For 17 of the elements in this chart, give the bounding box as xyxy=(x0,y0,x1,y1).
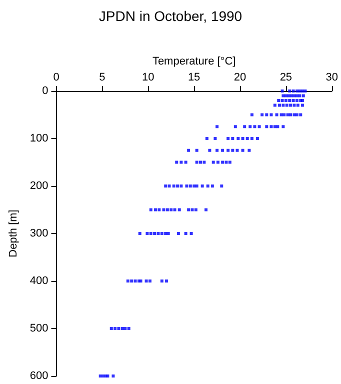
chart-title: JPDN in October, 1990 xyxy=(98,8,242,24)
x-tick-label: 30 xyxy=(326,72,338,84)
y-tick-label: 400 xyxy=(30,275,48,287)
y-axis-title: Depth [m] xyxy=(8,210,20,258)
x-tick-label: 20 xyxy=(234,72,246,84)
x-tick-label: 0 xyxy=(53,72,60,84)
x-tick-label: 10 xyxy=(142,72,154,84)
y-tick-label: 100 xyxy=(30,132,48,144)
x-tick-label: 25 xyxy=(280,72,292,84)
y-tick-label: 600 xyxy=(30,370,48,382)
y-tick-label: 500 xyxy=(30,322,48,334)
x-tick-label: 5 xyxy=(99,72,106,84)
y-tick-label: 0 xyxy=(42,85,48,97)
x-tick-label: 15 xyxy=(188,72,200,84)
y-tick-label: 300 xyxy=(30,228,48,240)
x-axis-title: Temperature [°C] xyxy=(152,56,236,68)
y-tick-label: 200 xyxy=(30,180,48,192)
